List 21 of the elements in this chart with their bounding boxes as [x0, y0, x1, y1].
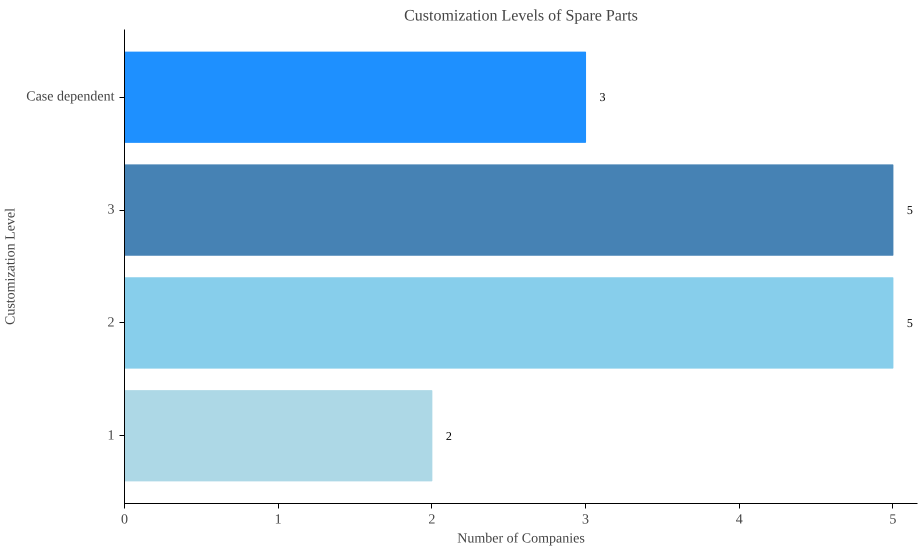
bar — [124, 52, 586, 143]
x-tick-label: 0 — [121, 512, 128, 528]
x-tick-label: 3 — [582, 512, 590, 528]
x-tick-label: 1 — [274, 512, 282, 528]
x-tick-label: 5 — [889, 512, 896, 528]
x-tick-label: 2 — [428, 512, 436, 528]
chart-title: Customization Levels of Spare Parts — [404, 8, 638, 24]
bar — [124, 277, 894, 369]
y-tick-label: 2 — [108, 315, 114, 330]
y-tick-label: 3 — [108, 202, 114, 218]
data-label: 5 — [906, 203, 913, 218]
data-label: 3 — [600, 90, 606, 104]
data-label: 2 — [446, 428, 452, 443]
data-label: 5 — [906, 316, 913, 330]
y-axis-title: Customization Level — [3, 208, 18, 326]
bar — [124, 164, 894, 256]
x-tick-label: 4 — [736, 512, 743, 528]
x-axis-title: Number of Companies — [457, 532, 585, 546]
y-tick-label: Case dependent — [26, 90, 115, 105]
y-tick-label: 1 — [108, 428, 114, 444]
bar — [124, 390, 432, 482]
